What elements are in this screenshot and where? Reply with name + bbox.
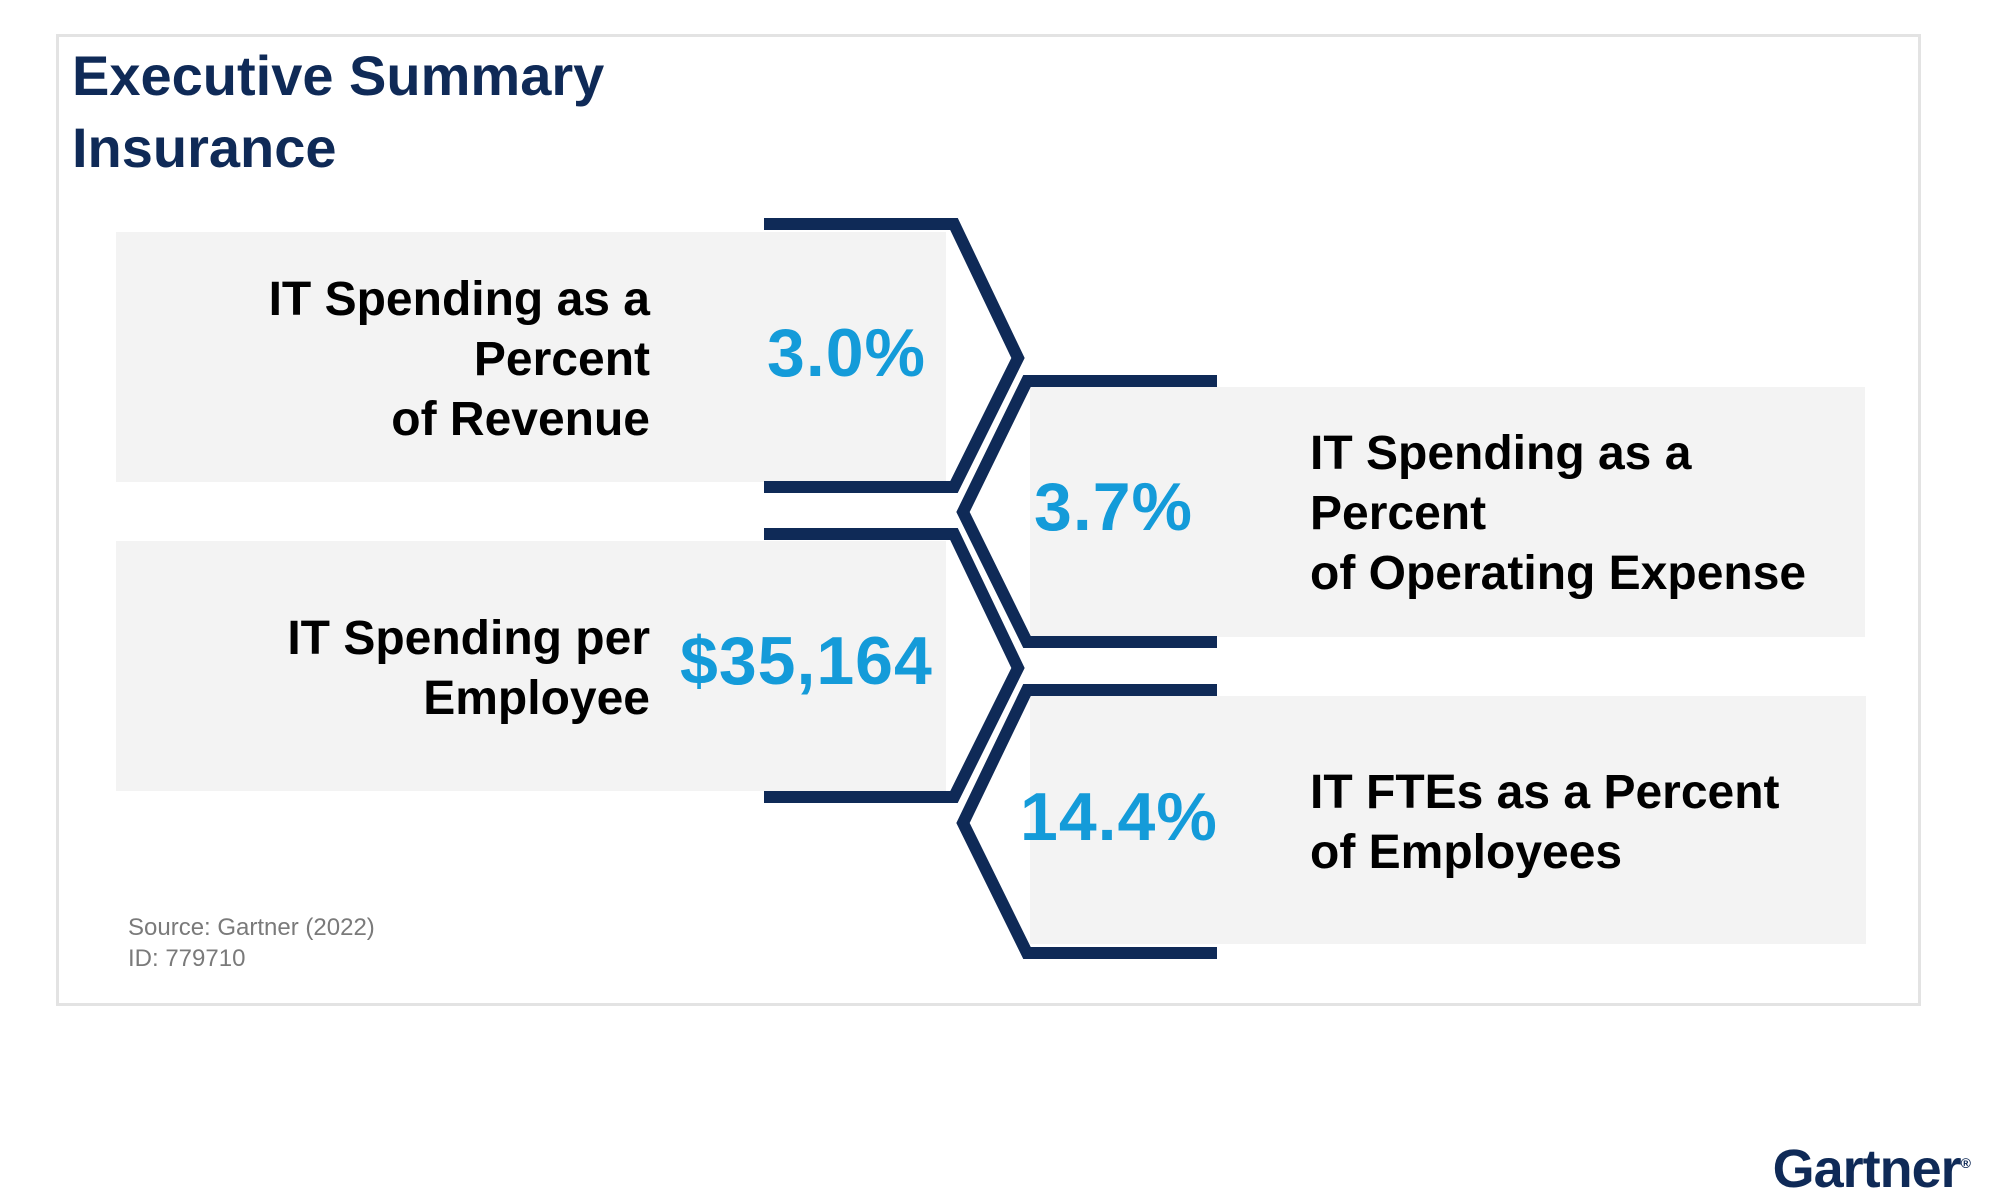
source-note: Source: Gartner (2022) ID: 779710 [128,912,375,974]
metric-panel-operating-expense [1030,387,1865,637]
hexagon-outline-revenue [764,218,1025,493]
hexagon-outline-ftes [956,684,1217,959]
metric-panel-per-employee [116,541,946,791]
metric-label-ftes: IT FTEs as a Percent of Employees [1310,766,1780,879]
source-citation: Source: Gartner (2022) [128,914,375,941]
registered-mark: ® [1960,1155,1971,1171]
metric-label-revenue: IT Spending as a Percent of Revenue [268,273,650,446]
gartner-logo: Gartner® [1773,1138,1971,1200]
metric-label-operating-expense: IT Spending as a Percent of Operating Ex… [1310,427,1807,600]
metric-value-revenue: 3.0% [767,315,926,391]
source-id: ID: 779710 [128,945,246,972]
metric-value-ftes: 14.4% [1020,779,1218,855]
metric-panel-revenue [116,232,946,482]
metric-label-per-employee: IT Spending per Employee [287,612,650,725]
hexagon-outline-operating-expense [956,375,1217,648]
hexagon-outline-per-employee [764,528,1025,803]
metric-value-operating-expense: 3.7% [1034,469,1193,545]
metric-panel-ftes [1030,696,1866,944]
title-line-1: Executive Summary [72,44,605,107]
metric-value-per-employee: $35,164 [680,623,933,699]
title-line-2: Insurance [72,116,337,179]
slide-frame [56,34,1921,1006]
gartner-logo-text: Gartner [1772,1139,1962,1199]
page-title: Executive Summary Insurance [72,40,604,184]
